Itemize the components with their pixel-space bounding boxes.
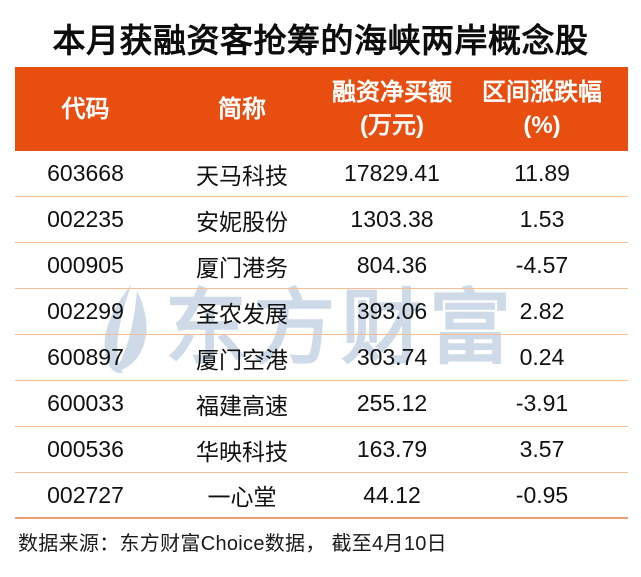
cell-stock-code: 600033 bbox=[47, 390, 124, 416]
header-name: 简称 bbox=[156, 93, 328, 126]
table-row: 600033 福建高速 255.12 -3.91 bbox=[15, 381, 628, 427]
cell-change-pct: 2.82 bbox=[519, 298, 565, 324]
cell-net-buy: 255.12 bbox=[356, 390, 428, 416]
header-code: 代码 bbox=[15, 93, 156, 126]
cell-net-buy: 17829.41 bbox=[344, 160, 440, 186]
table-header-row: 代码 简称 融资净买额 (万元) 区间涨跌幅 (%) bbox=[15, 67, 628, 151]
header-change: 区间涨跌幅 (%) bbox=[456, 76, 628, 142]
cell-net-buy: 804.36 bbox=[356, 252, 428, 278]
cell-change-pct: 0.24 bbox=[519, 344, 565, 370]
header-net-buy-unit: (万元) bbox=[360, 112, 424, 139]
table-row: 000905 厦门港务 804.36 -4.57 bbox=[15, 243, 628, 289]
cell-stock-code: 600897 bbox=[47, 344, 124, 370]
cell-stock-name: 华映科技 bbox=[196, 438, 288, 465]
table-row: 002299 圣农发展 393.06 2.82 bbox=[15, 289, 628, 335]
header-net-buy: 融资净买额 (万元) bbox=[328, 76, 456, 142]
cell-stock-code: 603668 bbox=[47, 160, 124, 186]
cell-stock-name: 安妮股份 bbox=[196, 208, 288, 235]
cell-change-pct: 1.53 bbox=[519, 206, 565, 232]
cell-net-buy: 393.06 bbox=[356, 298, 428, 324]
cell-stock-name: 天马科技 bbox=[196, 162, 288, 189]
page-title: 本月获融资客抢筹的海峡两岸概念股 bbox=[52, 22, 589, 59]
cell-net-buy: 44.12 bbox=[363, 481, 421, 508]
cell-stock-code: 002727 bbox=[47, 481, 124, 508]
cell-net-buy: 1303.38 bbox=[350, 206, 434, 232]
cell-stock-name: 圣农发展 bbox=[196, 300, 288, 327]
table-row: 603668 天马科技 17829.41 11.89 bbox=[15, 151, 628, 197]
header-net-buy-label: 融资净买额 bbox=[332, 79, 452, 106]
header-code-label: 代码 bbox=[61, 95, 110, 123]
table-row: 002235 安妮股份 1303.38 1.53 bbox=[15, 197, 628, 243]
cell-stock-code: 000905 bbox=[47, 252, 124, 278]
cell-change-pct: 11.89 bbox=[514, 160, 570, 186]
table-body: 603668 天马科技 17829.41 11.89 002235 安妮股份 1… bbox=[15, 151, 628, 519]
cell-change-pct: 3.57 bbox=[519, 436, 565, 462]
table-row: 002727 一心堂 44.12 -0.95 bbox=[15, 473, 628, 519]
cell-stock-name: 厦门港务 bbox=[196, 254, 288, 281]
table-row: 600897 厦门空港 303.74 0.24 bbox=[15, 335, 628, 381]
cell-stock-name: 厦门空港 bbox=[196, 346, 288, 373]
cell-stock-name: 一心堂 bbox=[207, 484, 277, 510]
header-change-label: 区间涨跌幅 bbox=[482, 79, 602, 106]
cell-net-buy: 303.74 bbox=[356, 344, 428, 370]
cell-change-pct: -4.57 bbox=[515, 252, 569, 278]
header-name-label: 简称 bbox=[218, 95, 266, 123]
cell-stock-code: 002235 bbox=[47, 206, 124, 232]
cell-net-buy: 163.79 bbox=[356, 436, 428, 462]
cell-stock-code: 000536 bbox=[47, 436, 124, 462]
cell-stock-name: 福建高速 bbox=[196, 392, 288, 419]
cell-change-pct: -3.91 bbox=[515, 390, 569, 416]
table-row: 000536 华映科技 163.79 3.57 bbox=[15, 427, 628, 473]
header-change-unit: (%) bbox=[523, 112, 561, 139]
cell-stock-code: 002299 bbox=[47, 298, 124, 324]
cell-change-pct: -0.95 bbox=[515, 481, 569, 508]
data-source-note: 数据来源：东方财富Choice数据， 截至4月10日 bbox=[18, 533, 447, 555]
stock-table: 代码 简称 融资净买额 (万元) 区间涨跌幅 (%) 603668 天马科技 1… bbox=[15, 67, 628, 519]
